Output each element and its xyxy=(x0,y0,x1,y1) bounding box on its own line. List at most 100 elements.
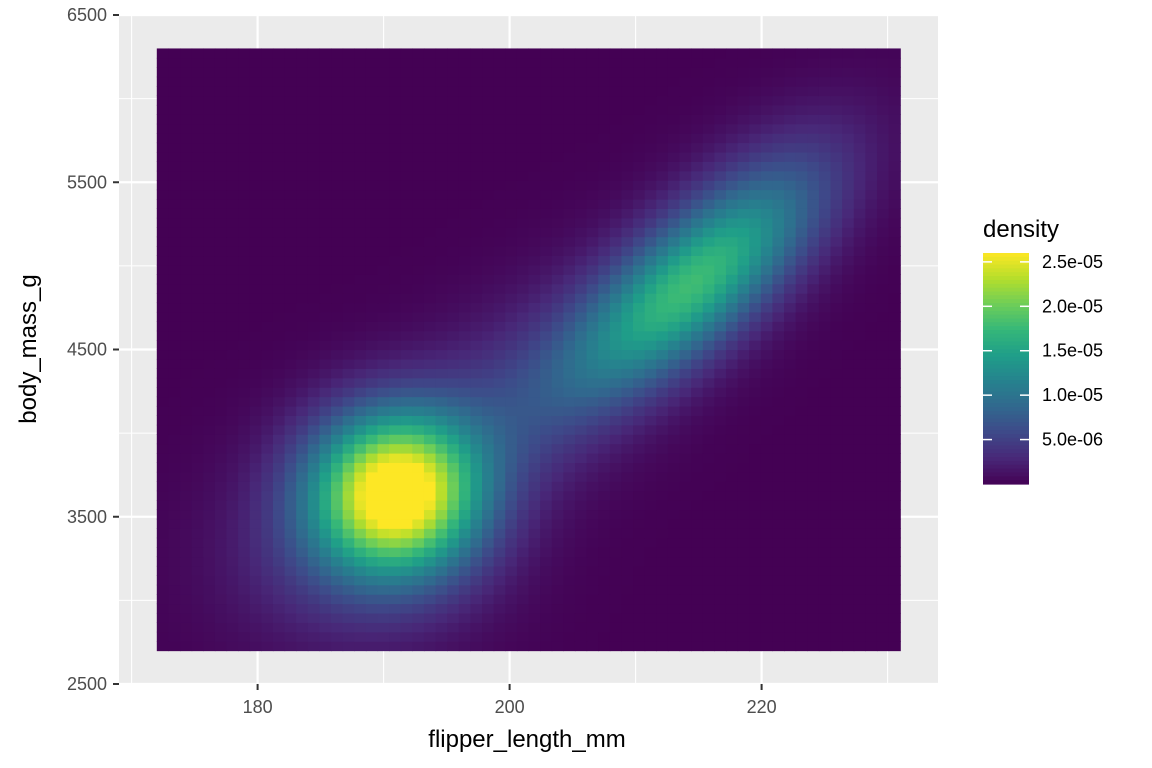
density-cell xyxy=(214,189,228,200)
density-cell xyxy=(795,255,808,266)
density-cell xyxy=(865,547,878,558)
density-cell xyxy=(203,387,216,398)
density-cell xyxy=(261,405,274,416)
density-cell xyxy=(586,311,599,322)
density-cell xyxy=(447,86,460,97)
density-cell xyxy=(354,198,367,209)
density-cell xyxy=(342,556,355,567)
density-cell xyxy=(319,170,332,181)
density-cell xyxy=(377,462,390,473)
density-cell xyxy=(795,518,808,529)
density-cell xyxy=(365,227,379,238)
density-cell xyxy=(760,603,774,614)
density-cell xyxy=(191,537,204,548)
density-cell xyxy=(447,603,460,614)
density-cell xyxy=(238,189,251,200)
density-cell xyxy=(609,161,623,172)
density-cell xyxy=(772,387,785,398)
density-cell xyxy=(423,283,437,294)
density-cell xyxy=(888,490,901,501)
density-cell xyxy=(365,311,379,322)
density-cell xyxy=(807,349,820,360)
density-cell xyxy=(261,217,274,228)
density-cell xyxy=(261,302,274,313)
density-cell xyxy=(272,518,286,529)
density-cell xyxy=(412,114,425,125)
density-cell xyxy=(795,321,808,332)
density-cell xyxy=(307,198,321,209)
density-cell xyxy=(667,217,681,228)
density-cell xyxy=(644,321,657,332)
density-cell xyxy=(760,189,774,200)
density-cell xyxy=(458,180,472,191)
density-cell xyxy=(621,133,634,144)
density-cell xyxy=(725,434,739,445)
density-cell xyxy=(667,603,681,614)
density-cell xyxy=(772,641,785,652)
density-cell xyxy=(795,594,808,605)
density-cell xyxy=(609,321,623,332)
density-cell xyxy=(482,415,495,426)
density-cell xyxy=(516,518,530,529)
density-cell xyxy=(470,528,483,539)
density-cell xyxy=(493,48,506,59)
density-cell xyxy=(749,622,762,633)
density-cell xyxy=(238,340,251,351)
density-cell xyxy=(272,547,286,558)
density-cell xyxy=(238,142,251,153)
density-cell xyxy=(667,565,681,576)
density-cell xyxy=(876,471,890,482)
density-cell xyxy=(272,405,286,416)
density-cell xyxy=(307,217,321,228)
density-cell xyxy=(807,368,820,379)
density-cell xyxy=(470,490,483,501)
density-cell xyxy=(238,151,251,162)
density-cell xyxy=(807,387,820,398)
density-cell xyxy=(702,180,715,191)
density-cell xyxy=(447,180,460,191)
density-cell xyxy=(307,424,321,435)
density-cell xyxy=(853,424,866,435)
legend-color-step xyxy=(983,380,1029,385)
density-cell xyxy=(621,396,634,407)
density-cell xyxy=(342,415,355,426)
density-cell xyxy=(296,340,309,351)
density-cell xyxy=(644,471,657,482)
density-cell xyxy=(795,86,808,97)
density-cell xyxy=(156,528,170,539)
density-cell xyxy=(609,518,623,529)
density-cell xyxy=(365,434,379,445)
density-cell xyxy=(691,246,704,257)
density-cell xyxy=(609,236,623,247)
density-cell xyxy=(865,321,878,332)
density-cell xyxy=(865,377,878,388)
density-cell xyxy=(609,104,623,115)
density-cell xyxy=(226,104,239,115)
density-cell xyxy=(563,198,576,209)
density-cell xyxy=(876,537,890,548)
density-cell xyxy=(168,565,181,576)
density-cell xyxy=(412,631,425,642)
legend-color-step xyxy=(983,276,1029,281)
density-cell xyxy=(435,565,448,576)
density-cell xyxy=(691,349,704,360)
density-cell xyxy=(470,104,483,115)
density-cell xyxy=(516,180,530,191)
density-cell xyxy=(609,603,623,614)
density-cell xyxy=(365,415,379,426)
density-cell xyxy=(389,180,402,191)
density-cell xyxy=(307,104,321,115)
density-cell xyxy=(168,462,181,473)
density-cell xyxy=(354,246,367,257)
density-cell xyxy=(772,311,785,322)
density-cell xyxy=(435,293,448,304)
density-cell xyxy=(551,264,564,275)
density-cell xyxy=(482,368,495,379)
density-cell xyxy=(586,227,599,238)
density-cell xyxy=(168,340,181,351)
density-cell xyxy=(714,443,727,454)
density-cell xyxy=(214,556,228,567)
density-cell xyxy=(389,246,402,257)
density-cell xyxy=(505,434,518,445)
density-cell xyxy=(853,340,866,351)
